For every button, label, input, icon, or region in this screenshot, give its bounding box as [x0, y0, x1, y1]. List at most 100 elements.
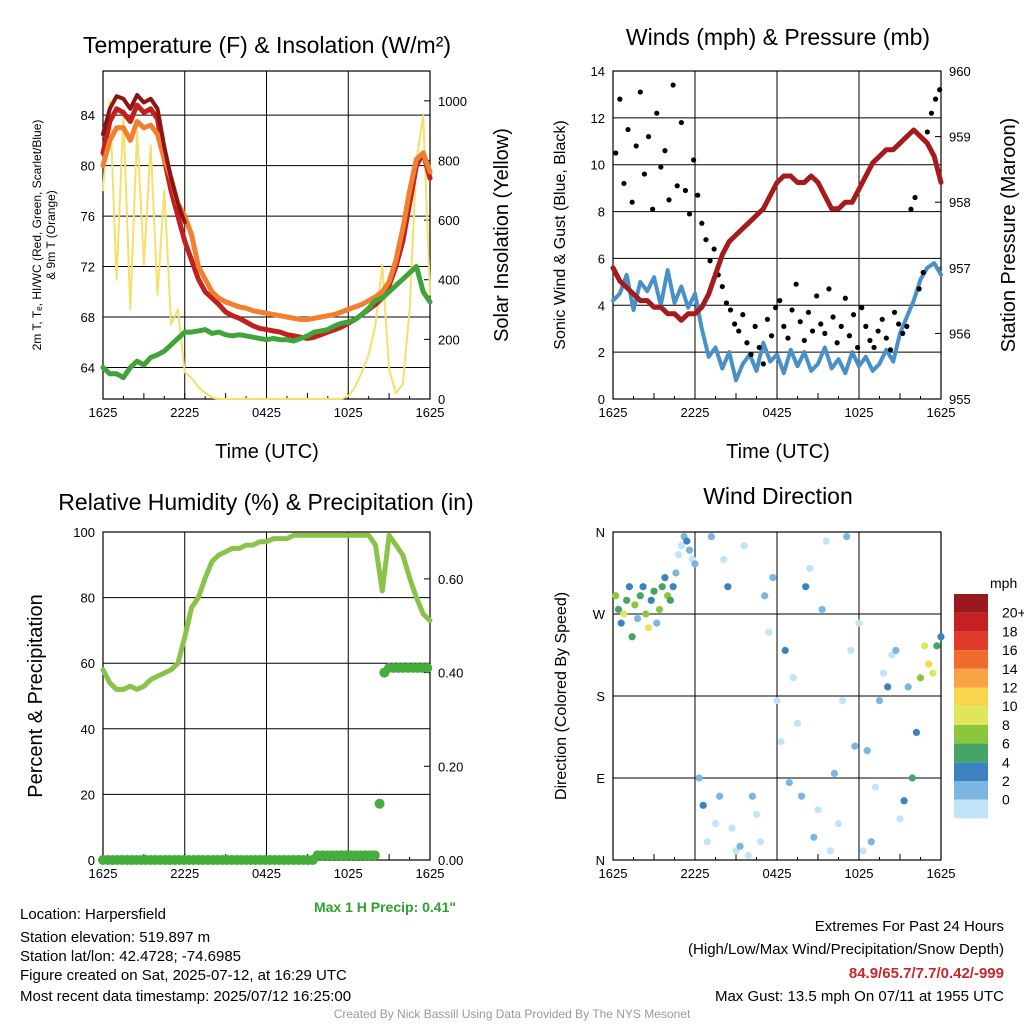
- precip-point: [422, 662, 433, 673]
- x-tick-label: 2225: [170, 405, 199, 420]
- direction-point: [834, 819, 843, 828]
- y-tick-label: 64: [81, 360, 95, 375]
- direction-point: [863, 747, 871, 755]
- direction-point: [653, 619, 661, 627]
- gust-point: [629, 199, 635, 205]
- x-tick-label: 1025: [845, 866, 874, 881]
- x-tick-label: 2225: [681, 866, 710, 881]
- direction-point: [929, 669, 937, 677]
- y2-tick-label: 0.00: [438, 853, 463, 868]
- gust-point: [912, 194, 918, 201]
- gust-point: [773, 305, 779, 311]
- gust-point: [703, 237, 709, 243]
- y-tick-label: 80: [81, 159, 95, 174]
- y-tick-label: N: [596, 853, 605, 868]
- legend-label: 14: [1002, 661, 1018, 677]
- gust-point: [875, 328, 881, 334]
- precip-annotation: Max 1 H Precip: 0.41": [314, 899, 456, 915]
- direction-point: [634, 614, 642, 623]
- y2-tick-label: 1000: [438, 94, 467, 109]
- direction-point: [871, 783, 880, 791]
- gust-point: [633, 143, 639, 149]
- precip-point: [374, 798, 385, 809]
- created-text: Figure created on Sat, 2025-07-12, at 16…: [20, 967, 347, 984]
- gust-point: [617, 96, 623, 102]
- direction-point: [666, 596, 675, 604]
- gust-point: [723, 300, 730, 306]
- y2-tick-label: 800: [438, 153, 460, 168]
- gust-point: [662, 148, 668, 154]
- plot-frame: [612, 70, 942, 400]
- direction-point: [625, 583, 634, 591]
- y-tick-label: S: [596, 689, 605, 704]
- gust-point: [887, 347, 894, 353]
- direction-point: [636, 592, 644, 600]
- gust-point: [621, 180, 627, 187]
- wind-xlabel: Time (UTC): [726, 441, 830, 463]
- gust-point: [879, 316, 885, 322]
- direction-point: [703, 838, 711, 846]
- extremes-title: Extremes For Past 24 Hours: [814, 918, 1004, 935]
- gust-point: [732, 321, 738, 327]
- direction-point: [908, 774, 916, 782]
- gust-point: [826, 286, 832, 292]
- gust-point: [924, 129, 930, 135]
- gust-point: [650, 206, 656, 212]
- gust-point: [834, 340, 840, 346]
- direction-point: [612, 592, 620, 600]
- legend-swatch: [954, 706, 988, 725]
- wind-line: [611, 261, 943, 383]
- direction-point: [728, 824, 736, 832]
- series-line-td: [100, 264, 433, 381]
- gust-point: [613, 150, 619, 156]
- gust-point: [789, 307, 795, 313]
- direction-point: [859, 847, 867, 855]
- direction-point: [650, 587, 658, 595]
- y2-tick-label: 956: [949, 326, 971, 341]
- direction-point: [900, 797, 908, 805]
- gust-point: [867, 337, 873, 344]
- direction-point: [781, 646, 789, 655]
- y-tick-label: W: [593, 607, 606, 622]
- direction-point: [810, 833, 818, 841]
- gust-point: [777, 298, 783, 304]
- rh-title: Relative Humidity (%) & Precipitation (i…: [58, 489, 473, 515]
- y-tick-label: 80: [81, 591, 95, 606]
- direction-point: [658, 583, 666, 591]
- y2-tick-label: 960: [949, 64, 971, 79]
- x-tick-label: 1625: [89, 866, 118, 881]
- gust-point: [637, 89, 643, 95]
- gust-point: [691, 157, 697, 163]
- direction-point: [855, 619, 863, 627]
- direction-point: [623, 596, 631, 604]
- direction-point: [789, 674, 798, 682]
- direction-point: [875, 696, 884, 705]
- gust-point: [916, 286, 922, 292]
- gust-point: [707, 258, 713, 264]
- gust-point: [846, 333, 853, 339]
- gust-point: [654, 110, 660, 116]
- legend-swatch: [954, 781, 988, 800]
- y-tick-label: 0: [598, 392, 605, 407]
- credit-text: Created By Nick Bassill Using Data Provi…: [333, 1007, 691, 1021]
- direction-point: [628, 633, 636, 641]
- legend-swatch: [954, 743, 988, 763]
- y-tick-label: 40: [81, 722, 95, 737]
- y-tick-label: 84: [81, 108, 95, 123]
- x-tick-label: 0425: [763, 405, 792, 420]
- gust-point: [711, 246, 717, 252]
- gust-point: [760, 361, 766, 367]
- gust-point: [744, 340, 750, 346]
- x-tick-label: 1025: [334, 405, 363, 420]
- direction-point: [691, 560, 699, 568]
- x-tick-label: 1625: [599, 405, 628, 420]
- legend-swatch: [954, 594, 988, 613]
- y-tick-label: 68: [81, 310, 95, 325]
- direction-point: [843, 532, 851, 541]
- direction-point: [896, 815, 904, 823]
- legend-swatch: [954, 650, 988, 669]
- x-tick-label: 1625: [927, 405, 956, 420]
- direction-point: [620, 610, 628, 618]
- gust-point: [805, 309, 812, 315]
- legend-swatch: [954, 762, 988, 781]
